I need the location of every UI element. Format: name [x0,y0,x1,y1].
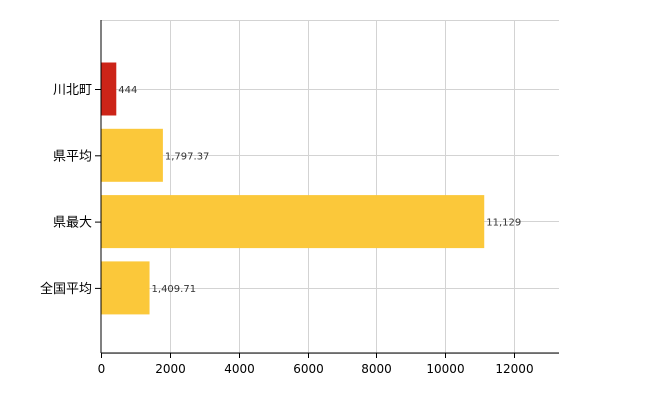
x-tick-label: 12000 [495,362,533,376]
grid-layer [101,20,559,354]
x-tick-label: 4000 [224,362,255,376]
category-label: 川北町 [53,83,92,98]
bar-2 [101,195,485,249]
data-label: 444 [118,85,137,96]
x-tick-label: 6000 [293,362,324,376]
axes-layer [95,20,559,358]
category-label: 県最大 [53,216,92,231]
bar-0 [101,62,117,116]
bar-3 [101,261,150,315]
x-tick-label: 10000 [426,362,464,376]
labels-layer: 0 2000 4000 6000 8000 10000 12000 川北町 444 県平均 1,79… [40,83,534,376]
x-tick-label: 8000 [361,362,392,376]
x-tick-label: 2000 [155,362,186,376]
category-label: 県平均 [53,149,92,164]
x-tick-label: 0 [98,362,106,376]
category-label: 全国平均 [40,281,92,297]
bars-layer [101,62,485,315]
data-label: 1,797.37 [165,151,210,162]
data-label: 1,409.71 [152,284,197,295]
bar-1 [101,128,163,182]
data-label: 11,129 [486,218,521,229]
